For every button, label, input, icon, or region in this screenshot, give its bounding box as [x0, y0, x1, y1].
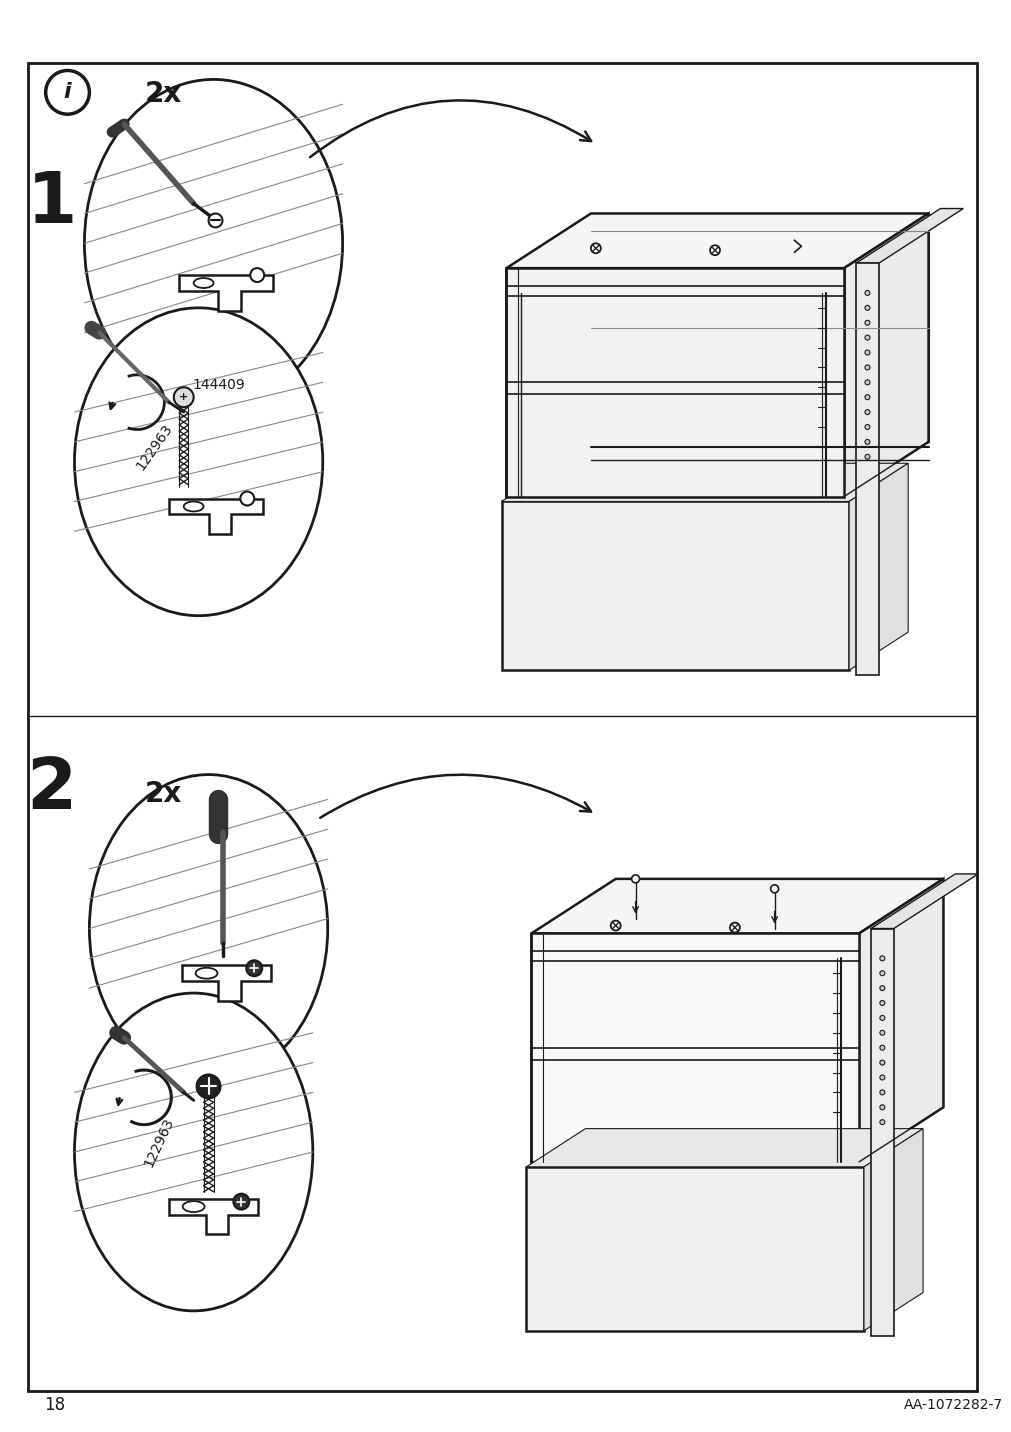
Polygon shape: [848, 464, 907, 670]
Polygon shape: [501, 464, 907, 501]
Ellipse shape: [75, 308, 323, 616]
Text: 2x: 2x: [146, 80, 182, 109]
Circle shape: [864, 454, 869, 460]
Circle shape: [879, 971, 884, 975]
Polygon shape: [870, 928, 893, 1336]
Circle shape: [879, 1045, 884, 1050]
Polygon shape: [863, 1128, 922, 1330]
Circle shape: [246, 961, 262, 977]
Polygon shape: [179, 275, 273, 311]
Text: i: i: [64, 82, 71, 102]
Circle shape: [729, 922, 739, 932]
Circle shape: [879, 985, 884, 991]
Text: 2: 2: [26, 755, 77, 823]
Text: 122963: 122963: [142, 1116, 176, 1169]
Circle shape: [864, 395, 869, 400]
Polygon shape: [855, 209, 962, 263]
Text: 1: 1: [26, 169, 77, 238]
Circle shape: [879, 1120, 884, 1124]
Polygon shape: [501, 501, 848, 670]
Circle shape: [864, 321, 869, 325]
Text: 18: 18: [44, 1396, 65, 1415]
Ellipse shape: [75, 992, 312, 1310]
Polygon shape: [506, 442, 928, 497]
Polygon shape: [526, 1128, 922, 1167]
Polygon shape: [858, 879, 942, 1161]
Polygon shape: [855, 263, 878, 676]
FancyArrowPatch shape: [319, 775, 590, 818]
Circle shape: [864, 424, 869, 430]
Text: 144409: 144409: [192, 378, 245, 392]
Circle shape: [45, 70, 89, 115]
Circle shape: [250, 268, 264, 282]
Polygon shape: [526, 1167, 863, 1330]
Circle shape: [240, 491, 254, 505]
FancyArrowPatch shape: [309, 100, 590, 158]
Circle shape: [864, 365, 869, 369]
Circle shape: [590, 243, 601, 253]
Circle shape: [208, 213, 222, 228]
Ellipse shape: [84, 79, 343, 407]
Circle shape: [879, 1030, 884, 1035]
Polygon shape: [506, 213, 928, 268]
Circle shape: [864, 291, 869, 295]
Ellipse shape: [89, 775, 328, 1083]
Polygon shape: [182, 965, 271, 1001]
Ellipse shape: [195, 968, 217, 978]
FancyBboxPatch shape: [27, 63, 977, 1392]
Circle shape: [864, 379, 869, 385]
Circle shape: [864, 410, 869, 415]
Circle shape: [196, 1074, 220, 1098]
Circle shape: [879, 1001, 884, 1005]
Circle shape: [864, 305, 869, 311]
Polygon shape: [506, 268, 843, 497]
Circle shape: [879, 955, 884, 961]
Circle shape: [879, 1015, 884, 1021]
Polygon shape: [870, 874, 978, 928]
Text: AA-1072282-7: AA-1072282-7: [903, 1398, 1002, 1412]
Text: +: +: [179, 392, 188, 402]
Circle shape: [710, 245, 719, 255]
Circle shape: [879, 1060, 884, 1065]
Ellipse shape: [193, 278, 213, 288]
Polygon shape: [169, 1199, 258, 1234]
Text: 2x: 2x: [146, 780, 182, 809]
Circle shape: [864, 335, 869, 341]
Polygon shape: [531, 1107, 942, 1161]
Circle shape: [631, 875, 639, 884]
Circle shape: [174, 387, 193, 407]
Circle shape: [864, 440, 869, 444]
Circle shape: [234, 1194, 249, 1210]
Circle shape: [879, 1075, 884, 1080]
Circle shape: [879, 1090, 884, 1095]
Circle shape: [879, 1106, 884, 1110]
Polygon shape: [590, 213, 928, 442]
Circle shape: [611, 921, 620, 931]
Polygon shape: [506, 268, 843, 497]
Polygon shape: [843, 213, 928, 497]
Ellipse shape: [184, 501, 203, 511]
Polygon shape: [531, 879, 942, 934]
Polygon shape: [169, 498, 263, 534]
Polygon shape: [615, 879, 942, 1107]
Circle shape: [770, 885, 777, 892]
Text: 122963: 122963: [132, 421, 175, 473]
Ellipse shape: [183, 1201, 204, 1211]
Polygon shape: [531, 934, 858, 1161]
Circle shape: [864, 349, 869, 355]
